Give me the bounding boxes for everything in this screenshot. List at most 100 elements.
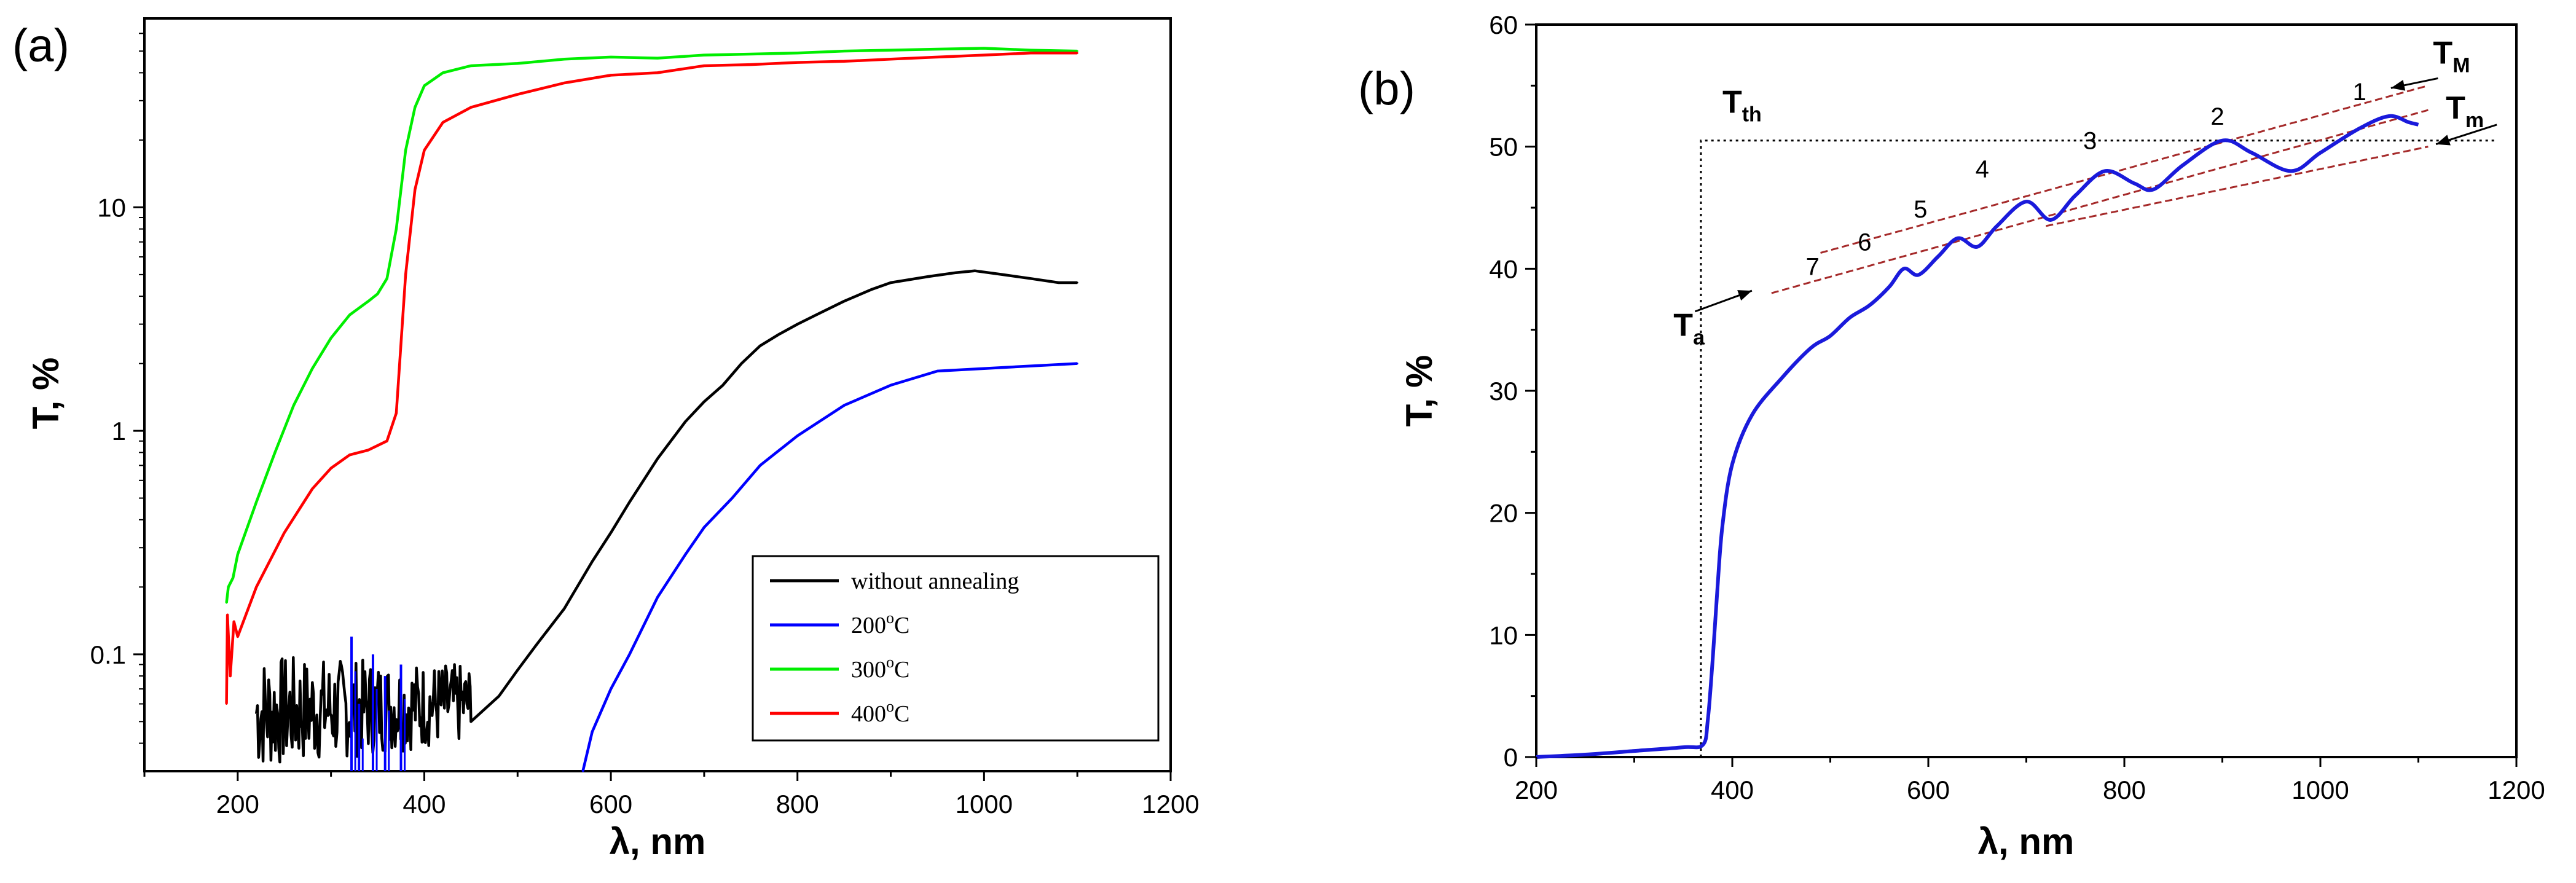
annotation-T_M-sub: M <box>2452 54 2470 77</box>
panel-label-b: (b) <box>1358 63 1415 115</box>
data-point-a <box>936 370 938 372</box>
legend-label-text: 400 <box>851 701 886 727</box>
data-point-a <box>255 501 257 503</box>
data-point-a <box>703 526 705 528</box>
data-point-a <box>685 553 687 555</box>
data-point-a <box>469 65 472 67</box>
data-point-a <box>237 553 239 555</box>
x-tick-label-a: 1200 <box>1142 790 1199 818</box>
data-point-a <box>232 576 234 579</box>
data-point-a <box>628 653 630 656</box>
data-point-a <box>442 121 444 124</box>
data-point-a <box>348 314 351 316</box>
data-point-a <box>750 63 752 66</box>
data-point-a <box>395 412 398 414</box>
annotation-T_M: TM <box>2433 36 2470 77</box>
data-point-a <box>377 292 379 295</box>
data-point-a <box>283 532 286 534</box>
data-point-a <box>610 688 612 690</box>
x-tick-label-a: 600 <box>589 790 632 818</box>
plot-frame-b <box>1535 23 2518 758</box>
data-point-a <box>582 770 584 772</box>
data-point-a <box>759 345 761 347</box>
data-point-a <box>740 363 743 365</box>
data-point-a <box>1029 52 1032 54</box>
legend-label-a: 200oC <box>851 609 909 638</box>
arrowhead-icon <box>2436 135 2451 146</box>
y-tick-label-b: 30 <box>1489 377 1518 406</box>
data-point-a <box>610 56 612 58</box>
data-point-a <box>1076 50 1078 52</box>
data-point-a <box>442 71 444 74</box>
data-point-a <box>843 404 846 407</box>
data-point-a <box>1076 281 1078 284</box>
data-point-a <box>796 52 799 54</box>
legend-label-a: 400oC <box>851 697 909 727</box>
y-tick-label-b: 0 <box>1504 743 1518 772</box>
x-axis-title-a: λ, nm <box>610 821 706 862</box>
data-point-a <box>386 440 388 442</box>
data-point-a <box>815 314 817 316</box>
envelope-line-T_m <box>2046 146 2429 227</box>
legend-box-a <box>752 555 1160 742</box>
legend-label-text: without annealing <box>851 568 1019 594</box>
data-point-a <box>983 47 985 49</box>
panel-label-a: (a) <box>12 20 69 72</box>
annotation-T_a-sub: a <box>1693 326 1705 350</box>
data-point-a <box>685 420 687 423</box>
data-point-a <box>703 65 705 67</box>
threshold-label-main: T <box>1722 85 1742 120</box>
data-point-a <box>330 337 332 339</box>
y-axis-title-a: T, % <box>25 358 66 430</box>
x-tick-label-b: 200 <box>1515 775 1558 804</box>
series-line-a-0 <box>254 269 1078 764</box>
data-point-a <box>936 48 938 50</box>
fringe-label: 5 <box>1914 196 1927 223</box>
annotation-T_a-main: T <box>1673 308 1693 343</box>
threshold-label-sub: th <box>1742 103 1762 127</box>
data-point-a <box>1076 52 1078 54</box>
x-tick-label-a: 200 <box>216 790 259 818</box>
data-point-a <box>1029 49 1032 52</box>
x-tick-label-a: 400 <box>402 790 446 818</box>
data-point-a <box>731 497 733 500</box>
data-point-a <box>498 695 500 697</box>
data-point-a <box>226 703 228 705</box>
legend-label-text: 200 <box>851 613 886 638</box>
legend-label-a: without annealing <box>851 568 1019 594</box>
data-point-a <box>414 106 416 109</box>
data-point-a <box>890 384 892 387</box>
data-point-a <box>404 149 407 152</box>
data-point-a <box>973 270 976 272</box>
plot-frame-a <box>143 17 1172 772</box>
data-point-a <box>796 61 799 64</box>
legend-a: without annealing 200oC 300oC 400oC <box>752 555 1160 742</box>
fringe-label: 3 <box>2083 128 2097 155</box>
data-point-a <box>927 275 929 278</box>
data-point-a <box>750 53 752 55</box>
annotation-T_a: Ta <box>1673 308 1705 350</box>
legend-label-text: 300 <box>851 657 886 683</box>
data-point-a <box>226 614 229 616</box>
y-tick-label-a: 10 <box>97 193 126 222</box>
data-point-a <box>233 621 235 623</box>
data-point-a <box>404 273 407 276</box>
data-point-a <box>395 228 398 230</box>
data-point-a <box>796 323 799 326</box>
data-point-a <box>721 384 724 387</box>
data-point-a <box>656 458 659 460</box>
data-point-a <box>1076 363 1078 365</box>
data-point-a <box>1002 273 1004 276</box>
chart-panel-a: (a) 200 400 600 800 1000 1200 0.1 1 10 λ, nm T, … <box>12 17 1200 862</box>
data-point-a <box>656 596 659 598</box>
legend-label-a: 300oC <box>851 653 909 683</box>
data-point-a <box>656 57 659 60</box>
data-point-a <box>591 560 594 563</box>
arrowhead-icon <box>2390 80 2406 91</box>
legend-label-unit: C <box>894 613 909 638</box>
data-point-a <box>610 532 612 534</box>
data-point-a <box>843 300 846 302</box>
data-point-a <box>871 288 873 291</box>
